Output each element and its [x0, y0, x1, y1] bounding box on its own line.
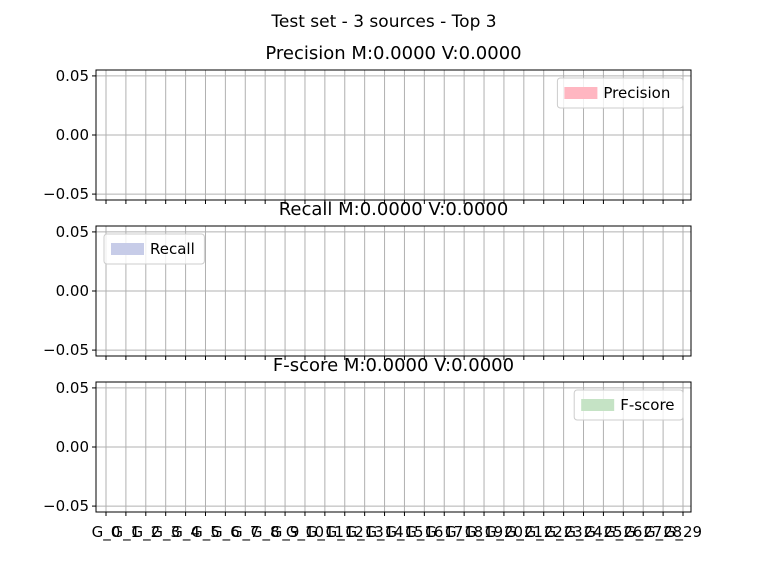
f-score-legend-label: F-score: [620, 396, 674, 414]
f-score-xtick-label: G_6: [211, 523, 240, 542]
precision-legend-label: Precision: [603, 84, 670, 102]
recall-legend-box: [103, 233, 205, 265]
f-score-xtick-label: G_25: [584, 523, 622, 542]
f-score-xtick-label: G_17: [425, 523, 463, 542]
precision-ytick-label: 0.00: [56, 126, 89, 144]
f-score-xtick-label: G_13: [346, 523, 384, 542]
f-score-xtick-label: G_3: [151, 523, 180, 542]
f-score-ytick-label: 0.05: [56, 379, 89, 397]
subplots: 0.05 0.00 −0.05 Precision M:0.0000 V:0.0000…: [43, 43, 702, 542]
precision-legend-box: [556, 77, 684, 109]
f-score-axes: 0.05 0.00 −0.05G_0G_1G_2G_3G_4G_5G_6G_7G_8…: [43, 355, 702, 542]
f-score-xtick-label: G_0: [92, 523, 121, 542]
f-score-title: F-score M:0.0000 V:0.0000: [273, 355, 514, 376]
precision-legend: Precision: [556, 77, 684, 109]
recall-legend: Recall: [103, 233, 205, 265]
f-score-legend: F-score: [573, 389, 684, 421]
f-score-xtick-label: G_27: [624, 523, 662, 542]
f-score-ytick-label: −0.05: [43, 497, 89, 515]
f-score-xtick-label: G_9: [271, 523, 300, 542]
f-score-xtick-label: G_8: [251, 523, 280, 542]
f-score-xtick-label: G_18: [445, 523, 483, 542]
f-score-xtick-label: G_7: [231, 523, 260, 542]
recall-axes: 0.05 0.00 −0.05 Recall M:0.0000 V:0.0000 Rec…: [43, 199, 692, 360]
f-score-xtick-label: G_5: [191, 523, 220, 542]
f-score-xtick-label: G_14: [365, 523, 403, 542]
f-score-xtick-label: G_16: [405, 523, 443, 542]
f-score-xtick-label: G_28: [644, 523, 682, 542]
precision-axes: 0.05 0.00 −0.05 Precision M:0.0000 V:0.0000…: [43, 43, 692, 204]
precision-title: Precision M:0.0000 V:0.0000: [265, 43, 521, 64]
f-score-xtick-label: G_11: [306, 523, 344, 542]
f-score-xtick-label: G_22: [525, 523, 563, 542]
f-score-legend-swatch: [581, 399, 615, 411]
f-score-xtick-label: G_21: [505, 523, 543, 542]
f-score-xtick-label: G_12: [326, 523, 364, 542]
f-score-xtick-label: G_23: [545, 523, 583, 542]
recall-legend-label: Recall: [150, 240, 195, 258]
recall-title: Recall M:0.0000 V:0.0000: [279, 199, 509, 220]
f-score-xtick-label: G_24: [564, 523, 602, 542]
recall-ytick-label: −0.05: [43, 341, 89, 359]
f-score-ytick-label: 0.00: [56, 438, 89, 456]
f-score-xtick-label: G_26: [604, 523, 642, 542]
f-score-xtick-label: G_2: [131, 523, 160, 542]
f-score-xtick-label: G_4: [171, 523, 200, 542]
f-score-xtick-label: G_15: [385, 523, 423, 542]
precision-ytick-label: −0.05: [43, 185, 89, 203]
recall-ytick-label: 0.00: [56, 282, 89, 300]
recall-ytick-label: 0.05: [56, 223, 89, 241]
f-score-xtick-label: G_19: [465, 523, 503, 542]
precision-legend-swatch: [564, 87, 598, 99]
f-score-legend-box: [573, 389, 684, 421]
precision-ytick-label: 0.05: [56, 67, 89, 85]
f-score-xtick-label: G_29: [664, 523, 702, 542]
recall-legend-swatch: [111, 243, 144, 255]
f-score-xtick-label: G_1: [112, 523, 141, 542]
f-score-xtick-label: G_20: [485, 523, 523, 542]
f-score-xtick-label: G_10: [286, 523, 324, 542]
figure-suptitle: Test set - 3 sources - Top 3: [270, 12, 496, 32]
